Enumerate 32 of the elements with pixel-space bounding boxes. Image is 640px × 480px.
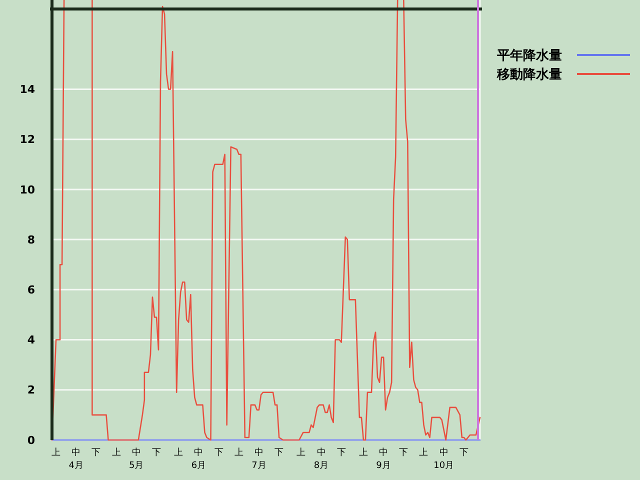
x-tick-label: 上 [296,447,306,458]
x-tick-label: 中 4月 [68,447,84,471]
y-tick-label: 8 [27,233,35,246]
x-tick-label: 上 [174,447,184,458]
x-tick-label: 中 8月 [314,447,329,471]
x-tick-label: 下 [152,448,161,458]
x-tick-label: 上 [358,447,368,458]
line-series [51,0,481,441]
x-tick-label: 下 [92,448,101,458]
x-tick-label: 上 [419,447,428,458]
x-tick-label: 上 [112,447,121,458]
y-tick-label: 4 [27,334,36,347]
x-tick-label: 中 7月 [252,447,266,471]
x-tick-label: 下 [459,448,468,458]
x-tick-label: 中 5月 [129,447,144,471]
x-tick-label: 中 6月 [191,447,206,471]
y-tick-label: 0 [27,434,36,447]
y-tick-label: 14 [20,83,36,96]
legend-label: 平年降水量 [496,48,562,64]
x-tick-label: 上 [234,447,244,458]
y-tick-label: 2 [27,384,35,397]
y-tick-label: 10 [20,183,36,196]
x-tick-label: 中 10月 [434,447,454,471]
x-tick-label: 下 [214,448,224,458]
y-tick-label: 6 [27,284,36,297]
x-tick-label: 中 9月 [376,447,391,471]
legend-label: 移動降水量 [496,68,562,83]
x-tick-label: 上 [52,447,61,458]
x-tick-label: 下 [336,448,346,458]
y-tick-label: 12 [20,133,35,146]
x-tick-label: 下 [274,448,284,458]
x-tick-label: 下 [399,448,408,458]
